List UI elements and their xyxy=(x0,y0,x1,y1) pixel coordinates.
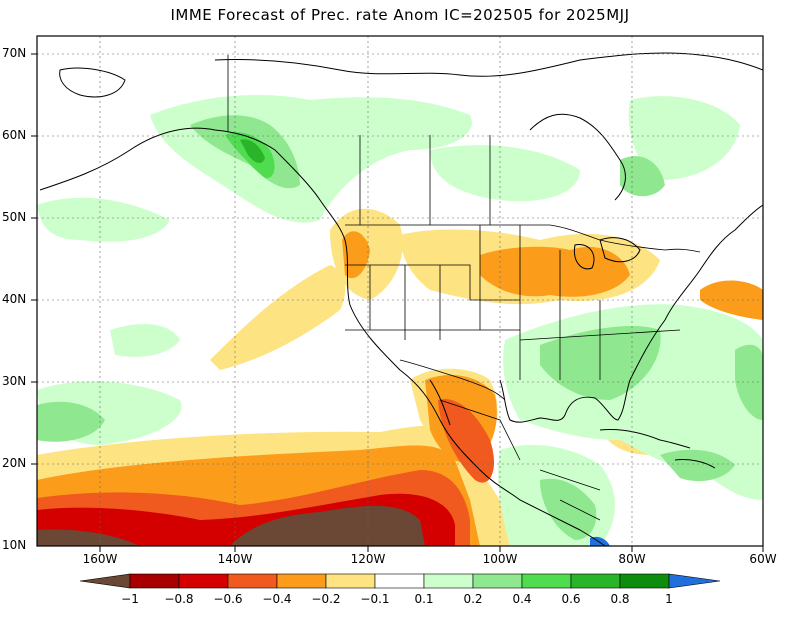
colorbar-swatch-5 xyxy=(325,573,376,589)
lon-label-100w: 100W xyxy=(482,552,518,566)
political-boundaries xyxy=(227,55,701,521)
anom-fill-pos04-caribbean xyxy=(660,449,735,482)
graticule xyxy=(37,36,763,546)
colorbar-label: 0.8 xyxy=(610,592,630,606)
colorbar-label: 0.1 xyxy=(414,592,434,606)
lat-label-50n: 50N xyxy=(2,210,27,224)
colorbar-label: 1 xyxy=(665,592,673,606)
colorbar xyxy=(79,573,721,589)
colorbar-swatch-12 xyxy=(668,573,721,589)
anom-fill-pos08-alaska xyxy=(240,139,265,164)
colorbar-swatch-9 xyxy=(521,573,572,589)
anom-fill-pos02-pacific-west xyxy=(110,324,180,357)
colorbar-label: −0.6 xyxy=(213,592,243,606)
lat-label-20n: 20N xyxy=(2,456,27,470)
anom-fill-pos02-pacific-north xyxy=(37,197,170,242)
anom-fill-neg04-westcoast xyxy=(342,231,370,279)
axis-ticks xyxy=(31,53,764,552)
colorbar-swatch-1 xyxy=(129,573,180,589)
lat-label-60n: 60N xyxy=(2,128,27,142)
anom-fill-neg1-pacific xyxy=(230,505,425,546)
lon-label-140w: 140W xyxy=(217,552,253,566)
lat-label-10n: 10N xyxy=(2,538,27,552)
colorbar-swatch-10 xyxy=(570,573,621,589)
lat-label-30n: 30N xyxy=(2,374,27,388)
anom-fill-neg1-west xyxy=(37,529,140,546)
anom-fill-pos04-arctic xyxy=(620,156,665,197)
lon-label-120w: 120W xyxy=(350,552,386,566)
colorbar-swatch-6 xyxy=(374,573,425,589)
colorbar-swatch-11 xyxy=(619,573,670,589)
colorbar-label: −0.1 xyxy=(360,592,390,606)
colorbar-swatch-0 xyxy=(79,573,131,589)
colorbar-label: −0.4 xyxy=(262,592,292,606)
colorbar-swatch-2 xyxy=(178,573,229,589)
colorbar-label: 0.2 xyxy=(463,592,483,606)
colorbar-swatch-8 xyxy=(472,573,523,589)
map-title: IMME Forecast of Prec. rate Anom IC=2025… xyxy=(170,6,630,24)
coastlines xyxy=(39,52,764,547)
anom-fill-neg02-pacific-band xyxy=(210,265,346,370)
colorbar-label: −0.8 xyxy=(164,592,194,606)
lon-label-80w: 80W xyxy=(618,552,646,566)
anom-fill-pos02-canada xyxy=(430,145,580,202)
lon-label-160w: 160W xyxy=(82,552,118,566)
colorbar-swatch-7 xyxy=(423,573,474,589)
colorbar-swatch-3 xyxy=(227,573,278,589)
colorbar-label: 0.6 xyxy=(561,592,581,606)
colorbar-swatch-4 xyxy=(276,573,327,589)
anom-fill-pos04-pacific-mid xyxy=(37,401,105,442)
lat-label-40n: 40N xyxy=(2,292,27,306)
anom-fill-pos02-arctic xyxy=(628,96,740,180)
colorbar-label: −1 xyxy=(121,592,139,606)
lon-label-60w: 60W xyxy=(749,552,777,566)
colorbar-label: −0.2 xyxy=(311,592,341,606)
lat-label-70n: 70N xyxy=(2,46,27,60)
map-frame xyxy=(36,35,764,547)
colorbar-label: 0.4 xyxy=(512,592,532,606)
anom-fill-neg04-atlantic xyxy=(700,280,763,320)
anom-fill-neg04-central xyxy=(480,246,630,297)
anom-fill-neg06-mexico xyxy=(438,399,495,483)
anom-fill-pos04-centam xyxy=(540,478,597,540)
anom-fill-pos04-atlantic xyxy=(735,344,763,420)
